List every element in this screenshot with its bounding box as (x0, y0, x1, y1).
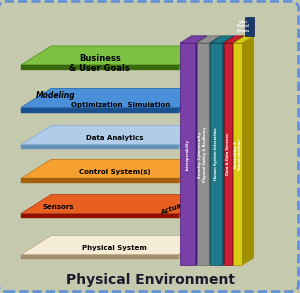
Polygon shape (210, 43, 223, 265)
Polygon shape (233, 36, 254, 43)
Text: Physical System: Physical System (82, 245, 147, 251)
Polygon shape (242, 36, 254, 265)
Polygon shape (224, 43, 232, 265)
Polygon shape (178, 46, 208, 70)
Polygon shape (21, 159, 208, 178)
Polygon shape (178, 159, 208, 183)
Polygon shape (245, 17, 254, 36)
Polygon shape (21, 236, 208, 255)
Text: Networking &
Communications: Networking & Communications (234, 138, 242, 170)
Polygon shape (224, 36, 244, 43)
Polygon shape (180, 43, 196, 265)
Text: Human System Interaction: Human System Interaction (214, 128, 218, 180)
Text: & User Goals: & User Goals (69, 64, 130, 73)
Polygon shape (180, 36, 207, 43)
Polygon shape (210, 36, 234, 43)
Polygon shape (196, 36, 220, 43)
Text: Actuators: Actuators (160, 198, 197, 216)
Polygon shape (178, 88, 208, 113)
Polygon shape (21, 195, 208, 214)
Polygon shape (21, 145, 178, 149)
Polygon shape (196, 36, 207, 265)
Text: Data & Data Services: Data & Data Services (226, 133, 230, 175)
Polygon shape (178, 126, 208, 149)
Polygon shape (233, 43, 242, 265)
Polygon shape (209, 36, 220, 265)
Polygon shape (178, 236, 208, 259)
Text: Optimization  Simulation: Optimization Simulation (71, 102, 170, 108)
Text: Cyber
Physical
Systems: Cyber Physical Systems (237, 20, 250, 33)
Text: Business: Business (79, 54, 121, 63)
Text: Physical Environment: Physical Environment (65, 273, 235, 287)
Polygon shape (21, 126, 208, 145)
Polygon shape (178, 195, 208, 218)
Text: Modeling: Modeling (36, 91, 76, 100)
Polygon shape (21, 65, 178, 70)
Polygon shape (232, 36, 244, 265)
Text: Control System(s): Control System(s) (79, 169, 151, 175)
Text: Sensors: Sensors (42, 204, 74, 210)
Polygon shape (21, 46, 208, 65)
Text: Data Analytics: Data Analytics (86, 135, 143, 141)
Polygon shape (21, 178, 178, 183)
Text: Interoperability: Interoperability (186, 139, 190, 170)
Text: Security, Cybersecurity,
Physical Safety & Resiliency: Security, Cybersecurity, Physical Safety… (199, 127, 207, 182)
Polygon shape (21, 214, 178, 218)
Polygon shape (21, 108, 178, 113)
Polygon shape (196, 43, 209, 265)
Polygon shape (21, 255, 178, 259)
Polygon shape (21, 88, 208, 108)
Polygon shape (223, 36, 234, 265)
